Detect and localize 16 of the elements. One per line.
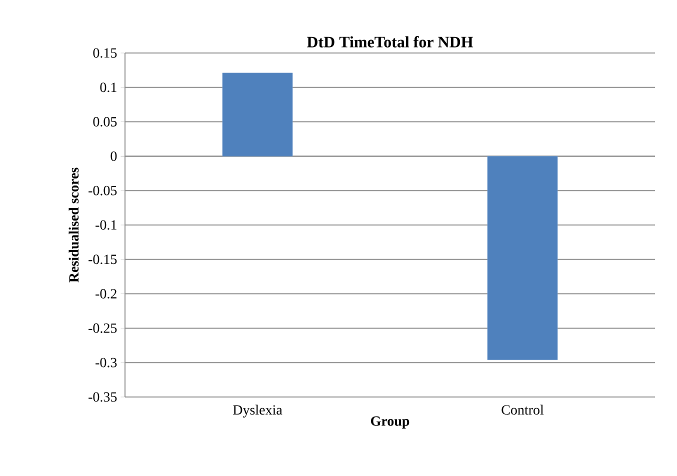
y-tick-label: -0.35 [88, 392, 117, 402]
y-tick-label: -0.15 [88, 254, 117, 264]
y-tick-label: -0.3 [96, 358, 117, 368]
x-axis-title: Group [370, 416, 410, 429]
x-tick-label: Control [502, 404, 544, 415]
y-tick-label: -0.1 [96, 220, 116, 230]
y-tick-label: -0.05 [88, 186, 117, 196]
y-tick-label: 0.05 [93, 117, 117, 127]
y-tick-label: -0.25 [88, 323, 117, 333]
x-tick-label: Dyslexia [233, 404, 282, 418]
y-tick-label: 0.1 [100, 82, 116, 92]
chart-title: DtD TimeTotal for NDH [306, 36, 474, 48]
y-tick-label: 0.15 [93, 48, 117, 58]
y-tick-label: -0.2 [96, 289, 116, 299]
y-axis-title: Residualised scores [68, 168, 79, 282]
y-tick-label: 0 [110, 151, 117, 161]
